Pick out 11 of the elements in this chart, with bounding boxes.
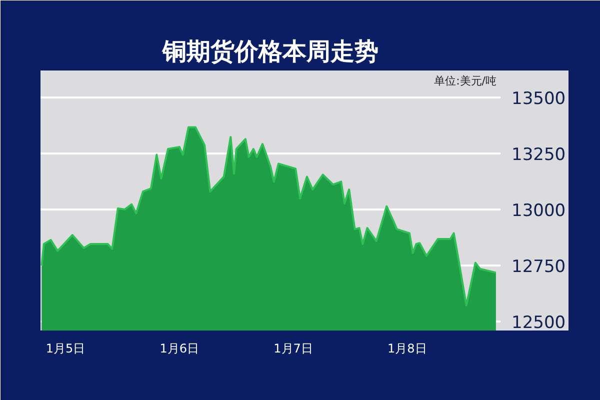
y-tick-label: 13500 <box>512 88 566 109</box>
x-tick-label: 1月5日 <box>46 342 86 356</box>
x-tick-label: 1月8日 <box>387 342 427 356</box>
y-tick-label: 13000 <box>512 200 566 221</box>
x-tick-label: 1月7日 <box>274 342 313 356</box>
x-tick-label: 1月6日 <box>160 342 200 356</box>
y-tick-label: 13250 <box>512 144 566 165</box>
y-axis-title: 单位:美元/吨 <box>434 74 497 88</box>
y-tick-label: 12750 <box>512 257 566 277</box>
y-tick-label: 12500 <box>512 313 566 334</box>
chart-title: 铜期货价格本周走势 <box>162 38 378 66</box>
